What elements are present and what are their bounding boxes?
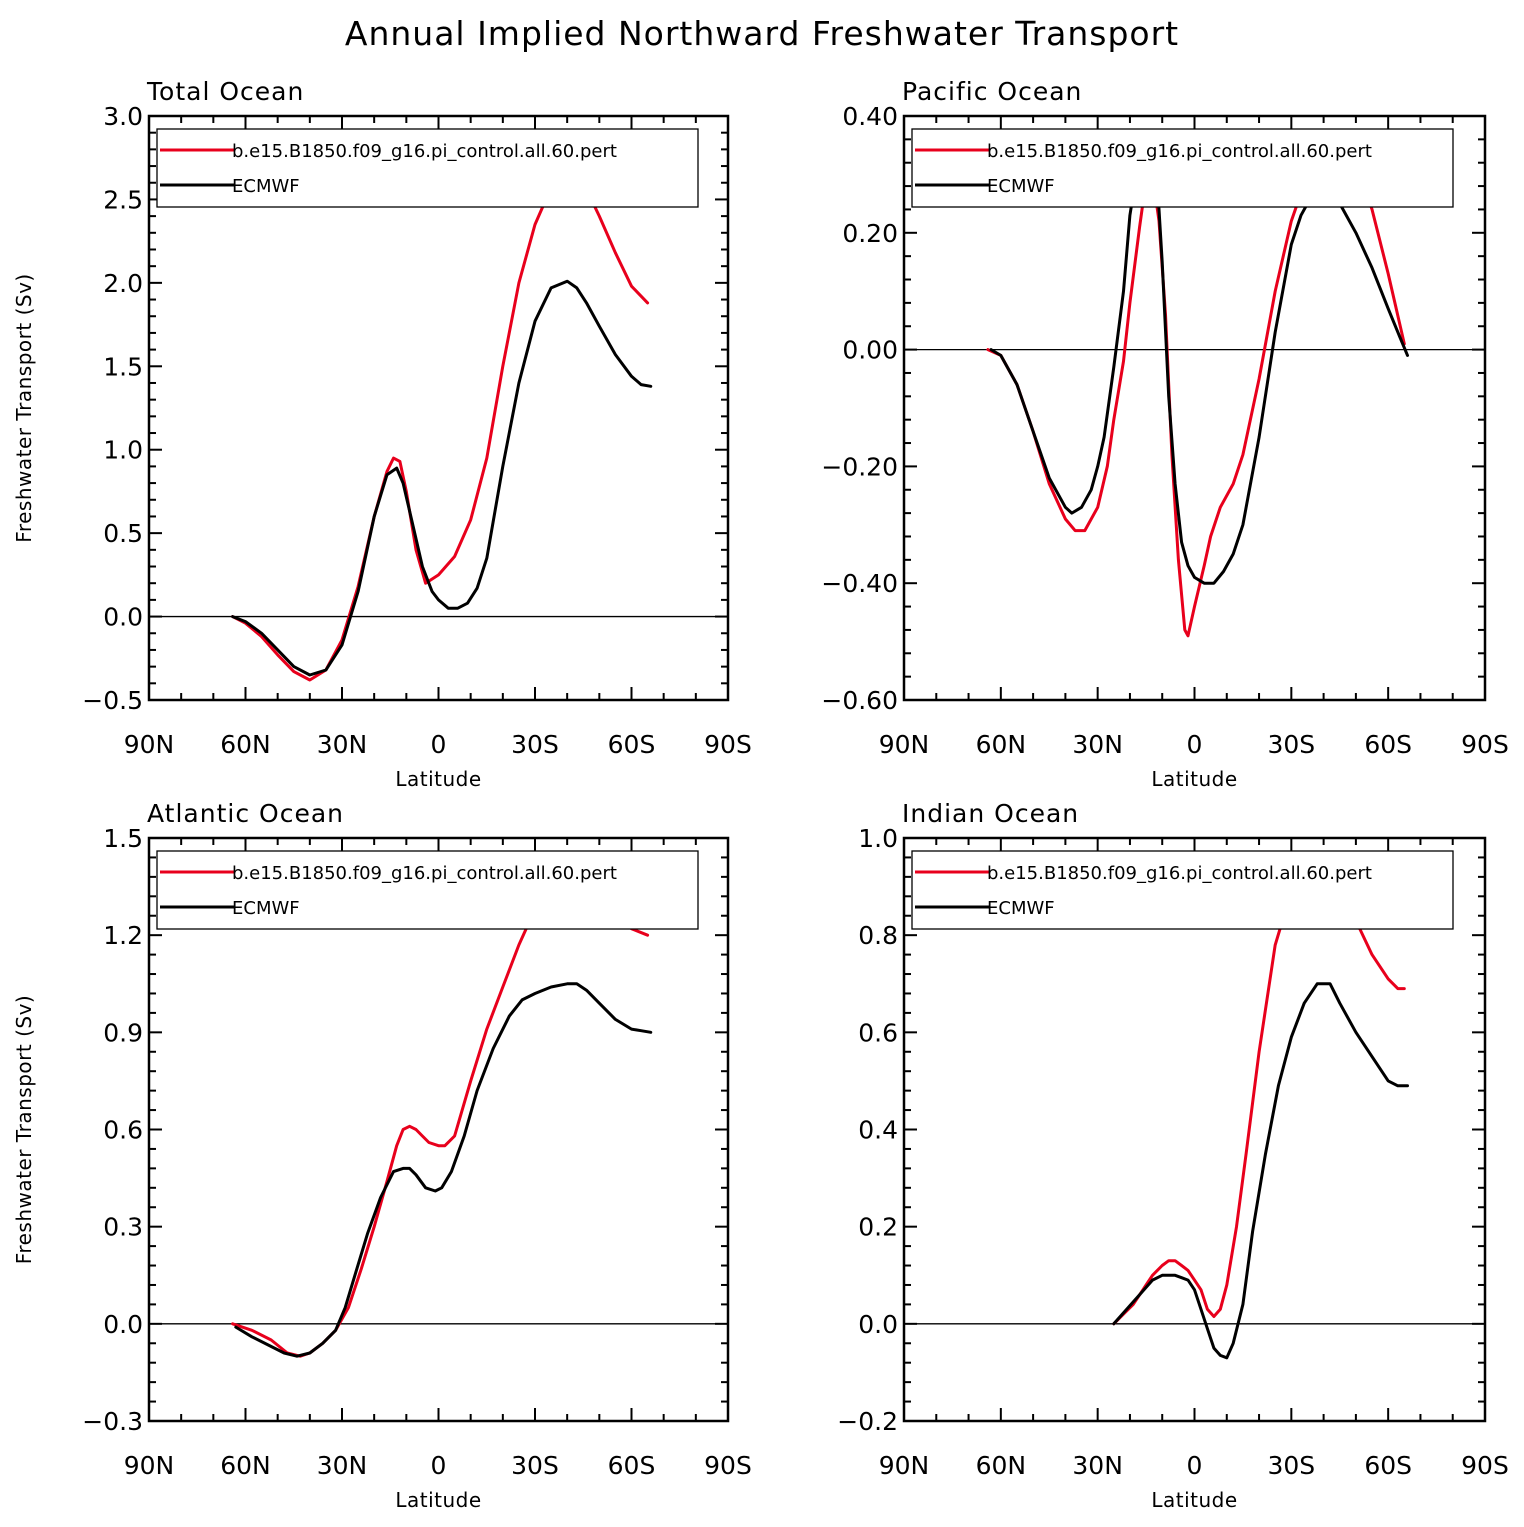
y-tick-label: 0.2: [858, 1213, 898, 1242]
panel-total-ocean: Total Ocean 90N 60N 30N 0 30S 60S 90S −0.5 0.0 0.5…: [12, 77, 752, 791]
plot-frame: [902, 114, 1487, 702]
x-tick-label: 30N: [1072, 1451, 1123, 1480]
x-tick-label: 30N: [1072, 730, 1123, 759]
x-tick-label: 90N: [879, 730, 930, 759]
x-tick-label: 90N: [124, 1451, 175, 1480]
y-tick-label: 0.6: [103, 1116, 143, 1145]
y-tick-label: 0.0: [103, 603, 143, 632]
legend-label: ECMWF: [232, 898, 300, 919]
y-tick-label: −0.20: [821, 452, 898, 481]
x-tick-label: 0: [431, 730, 447, 759]
y-tick-label: 1.5: [103, 824, 143, 853]
series-line-model: [986, 140, 1406, 638]
y-tick-label: −0.60: [821, 686, 898, 715]
x-tick-label: 60N: [976, 1451, 1027, 1480]
x-axis-title: Latitude: [395, 1488, 481, 1512]
x-tick-label: 90S: [1461, 1451, 1509, 1480]
y-tick-label: 0.6: [858, 1018, 898, 1047]
y-tick-label: 0.00: [842, 336, 898, 365]
legend-box: [156, 128, 699, 208]
y-tick-label: −0.5: [82, 686, 143, 715]
legend-label: ECMWF: [987, 898, 1055, 919]
panel-pacific-ocean: Pacific Ocean 90N 60N 30N 0 30S 60S 90S −0.60 −0.…: [821, 77, 1508, 791]
legend-label: b.e15.B1850.f09_g16.pi_control.all.60.pe…: [987, 863, 1372, 884]
x-tick-label: 30S: [1267, 1451, 1315, 1480]
panel-title: Indian Ocean: [902, 799, 1079, 828]
y-tick-label: 0.4: [858, 1116, 898, 1145]
x-tick-label: 0: [1187, 1451, 1203, 1480]
x-axis-title: Latitude: [395, 767, 481, 791]
x-tick-label: 30N: [317, 1451, 368, 1480]
panel-title: Pacific Ocean: [902, 77, 1082, 106]
y-tick-label: 0.3: [103, 1213, 143, 1242]
x-tick-label: 30S: [511, 730, 559, 759]
y-tick-label: −0.40: [821, 569, 898, 598]
x-tick-label: 90S: [1461, 730, 1509, 759]
y-tick-label: 1.0: [103, 436, 143, 465]
legend-box: [911, 128, 1454, 208]
series-line-model: [231, 878, 650, 1358]
panel-title: Total Ocean: [146, 77, 304, 106]
plot-frame: [902, 836, 1487, 1423]
x-tick-label: 60N: [976, 730, 1027, 759]
y-tick-label: 0.0: [103, 1310, 143, 1339]
y-axis-title: Freshwater Transport (Sv): [12, 273, 36, 542]
x-tick-label: 30S: [511, 1451, 559, 1480]
y-tick-label: 0.8: [858, 921, 898, 950]
legend-box: [911, 850, 1454, 930]
x-axis-title: Latitude: [1151, 767, 1237, 791]
series-line-ecmwf: [231, 279, 653, 677]
panel-atlantic-ocean: Atlantic Ocean 90N 60N 30N 0 30S 60S 90S −0.3 0.0…: [12, 799, 752, 1512]
y-tick-label: 0.40: [842, 102, 898, 131]
legend-box: [156, 850, 699, 930]
legend-label: ECMWF: [987, 176, 1055, 197]
y-tick-label: 3.0: [103, 102, 143, 131]
x-tick-label: 0: [1187, 730, 1203, 759]
y-tick-label: 0.0: [858, 1310, 898, 1339]
y-tick-label: 1.5: [103, 352, 143, 381]
y-tick-label: 2.5: [103, 185, 143, 214]
legend-label: b.e15.B1850.f09_g16.pi_control.all.60.pe…: [987, 141, 1372, 162]
y-tick-label: 0.9: [103, 1018, 143, 1047]
x-tick-label: 90N: [879, 1451, 930, 1480]
y-tick-label: 1.0: [858, 824, 898, 853]
x-tick-label: 90S: [704, 1451, 752, 1480]
legend-label: ECMWF: [232, 176, 300, 197]
panel-indian-ocean: Indian Ocean 90N 60N 30N 0 30S 60S 90S −0.2 0.0 0.…: [837, 799, 1509, 1512]
series-line-ecmwf: [234, 982, 653, 1358]
x-tick-label: 90S: [704, 730, 752, 759]
y-tick-label: 1.2: [103, 921, 143, 950]
y-tick-label: −0.3: [82, 1407, 143, 1436]
x-tick-label: 60S: [1364, 1451, 1412, 1480]
plot-frame: [147, 836, 730, 1423]
figure-title: Annual Implied Northward Freshwater Tran…: [345, 14, 1179, 53]
legend-label: b.e15.B1850.f09_g16.pi_control.all.60.pe…: [232, 141, 617, 162]
y-tick-label: 0.20: [842, 219, 898, 248]
x-axis-title: Latitude: [1151, 1488, 1237, 1512]
x-tick-label: 60S: [608, 730, 656, 759]
x-tick-label: 60N: [220, 730, 271, 759]
series-line-model: [1112, 865, 1406, 1326]
x-tick-label: 60N: [220, 1451, 271, 1480]
x-tick-label: 0: [431, 1451, 447, 1480]
series-line-model: [231, 169, 650, 682]
x-tick-label: 60S: [1364, 730, 1412, 759]
x-tick-label: 60S: [608, 1451, 656, 1480]
x-tick-label: 90N: [124, 730, 175, 759]
y-tick-label: 2.0: [103, 269, 143, 298]
y-tick-label: 0.5: [103, 519, 143, 548]
x-tick-label: 30S: [1267, 730, 1315, 759]
x-tick-label: 30N: [317, 730, 368, 759]
plot-frame: [147, 114, 730, 702]
y-axis-title: Freshwater Transport (Sv): [12, 995, 36, 1264]
y-tick-label: −0.2: [837, 1407, 898, 1436]
series-line-ecmwf: [1112, 982, 1409, 1360]
legend-label: b.e15.B1850.f09_g16.pi_control.all.60.pe…: [232, 863, 617, 884]
panel-title: Atlantic Ocean: [147, 799, 344, 828]
